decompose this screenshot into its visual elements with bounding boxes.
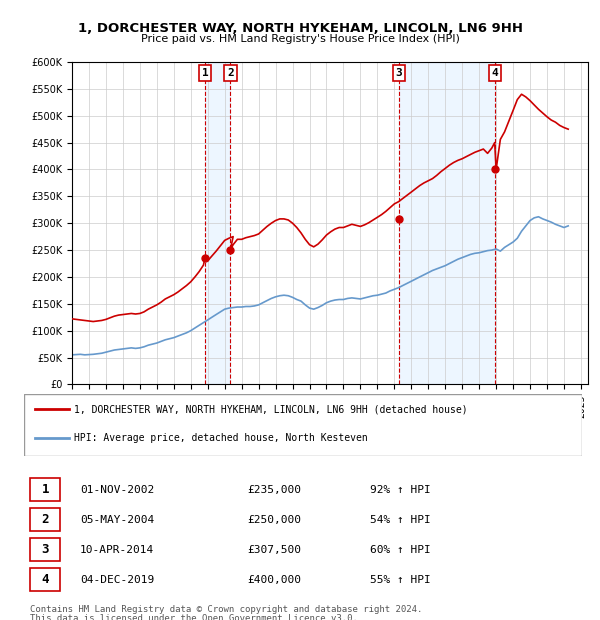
- Bar: [399, 62, 495, 384]
- Text: £235,000: £235,000: [247, 485, 301, 495]
- Text: 2: 2: [41, 513, 49, 526]
- Text: 2: 2: [227, 68, 234, 78]
- Text: 1, DORCHESTER WAY, NORTH HYKEHAM, LINCOLN, LN6 9HH: 1, DORCHESTER WAY, NORTH HYKEHAM, LINCOL…: [77, 22, 523, 35]
- Text: 92% ↑ HPI: 92% ↑ HPI: [370, 485, 431, 495]
- FancyBboxPatch shape: [29, 538, 60, 561]
- Text: HPI: Average price, detached house, North Kesteven: HPI: Average price, detached house, Nort…: [74, 433, 368, 443]
- Text: 55% ↑ HPI: 55% ↑ HPI: [370, 575, 431, 585]
- Text: 01-NOV-2002: 01-NOV-2002: [80, 485, 154, 495]
- Text: 4: 4: [491, 68, 498, 78]
- Text: 05-MAY-2004: 05-MAY-2004: [80, 515, 154, 525]
- Text: 4: 4: [41, 573, 49, 586]
- Text: 3: 3: [395, 68, 403, 78]
- Text: 10-APR-2014: 10-APR-2014: [80, 544, 154, 555]
- FancyBboxPatch shape: [29, 478, 60, 502]
- Text: £400,000: £400,000: [247, 575, 301, 585]
- FancyBboxPatch shape: [24, 394, 582, 456]
- Text: Contains HM Land Registry data © Crown copyright and database right 2024.: Contains HM Land Registry data © Crown c…: [30, 604, 422, 614]
- Text: 04-DEC-2019: 04-DEC-2019: [80, 575, 154, 585]
- Text: 1: 1: [41, 483, 49, 496]
- Text: This data is licensed under the Open Government Licence v3.0.: This data is licensed under the Open Gov…: [30, 614, 358, 620]
- FancyBboxPatch shape: [29, 568, 60, 591]
- Text: £250,000: £250,000: [247, 515, 301, 525]
- Text: 1: 1: [202, 68, 208, 78]
- Text: 1, DORCHESTER WAY, NORTH HYKEHAM, LINCOLN, LN6 9HH (detached house): 1, DORCHESTER WAY, NORTH HYKEHAM, LINCOL…: [74, 404, 468, 414]
- Text: 54% ↑ HPI: 54% ↑ HPI: [370, 515, 431, 525]
- Text: Price paid vs. HM Land Registry's House Price Index (HPI): Price paid vs. HM Land Registry's House …: [140, 34, 460, 44]
- Bar: [205, 62, 230, 384]
- Text: 60% ↑ HPI: 60% ↑ HPI: [370, 544, 431, 555]
- Text: 3: 3: [41, 543, 49, 556]
- FancyBboxPatch shape: [29, 508, 60, 531]
- Text: £307,500: £307,500: [247, 544, 301, 555]
